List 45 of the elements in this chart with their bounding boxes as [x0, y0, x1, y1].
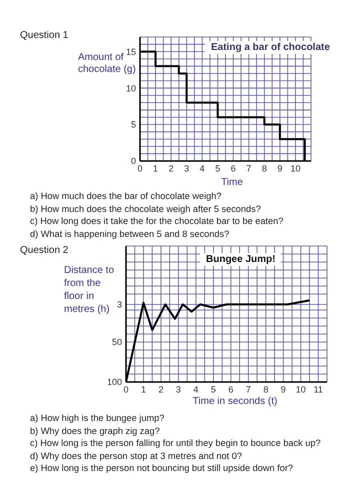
text: a) How much does the bar of chocolate weigh? — [30, 190, 223, 202]
x-axis-title: Time — [221, 177, 243, 188]
x-tick-label: 10 — [296, 384, 306, 394]
y-axis-title: Distance to from the floor in metres (h) — [64, 264, 116, 316]
y-tick-label: 15 — [126, 46, 136, 57]
x-tick-label: 4 — [200, 163, 205, 174]
x-tick-label: 0 — [137, 163, 143, 174]
text: Question 2 — [20, 245, 68, 256]
x-axis-title: Time in seconds (t) — [192, 396, 278, 407]
x-tick-label: 2 — [168, 163, 174, 174]
y-tick-label: 3 — [116, 300, 122, 310]
x-tick-label: 5 — [210, 384, 216, 394]
text: b) How much does the chocolate weigh after 5 seconds? — [30, 202, 262, 215]
x-tick-label: 11 — [314, 384, 323, 394]
text: d) What is happening between 5 and 8 seconds? — [30, 228, 230, 240]
x-tick-label: 1 — [153, 163, 158, 174]
text: d) Why does the person stop at 3 metres and not 0? — [30, 450, 243, 462]
x-tick-label: 10 — [290, 163, 300, 174]
x-tick-label: 6 — [230, 163, 236, 174]
x-tick-label: 5 — [215, 163, 220, 174]
text: Eating a bar of chocolate — [205, 41, 336, 54]
x-tick-label: 9 — [280, 384, 286, 394]
y-tick-label: 10 — [126, 83, 136, 94]
x-tick-label: 6 — [228, 384, 234, 394]
text: e) How long is the person not bouncing but still upside down for? — [30, 462, 294, 474]
x-tick-label: 2 — [158, 384, 164, 394]
x-tick-label: 7 — [246, 384, 251, 394]
x-tick-label: 3 — [184, 163, 190, 174]
y-tick-label: 50 — [112, 337, 122, 348]
x-tick-label: 8 — [262, 163, 267, 174]
y-tick-label: 100 — [106, 377, 122, 388]
text: c) How long is the person falling for until they begin to bounce back up? — [30, 437, 321, 450]
y-tick-label: 5 — [130, 120, 136, 130]
text: c) How long does it take the for the chocolate bar to be eaten? — [30, 215, 284, 228]
text: a) How high is the bungee jump? — [30, 412, 166, 424]
x-tick-label: 3 — [176, 384, 181, 394]
y-tick-label: 0 — [130, 156, 136, 166]
x-tick-label: 1 — [140, 384, 146, 394]
x-tick-label: 7 — [246, 163, 252, 174]
text: b) Why does the graph zig zag? — [30, 424, 161, 437]
x-tick-label: 4 — [193, 384, 198, 394]
text: Question 1 — [20, 30, 68, 41]
x-tick-label: 8 — [263, 384, 268, 394]
x-tick-label: 9 — [277, 163, 282, 174]
text: Bungee Jump! — [200, 253, 282, 266]
